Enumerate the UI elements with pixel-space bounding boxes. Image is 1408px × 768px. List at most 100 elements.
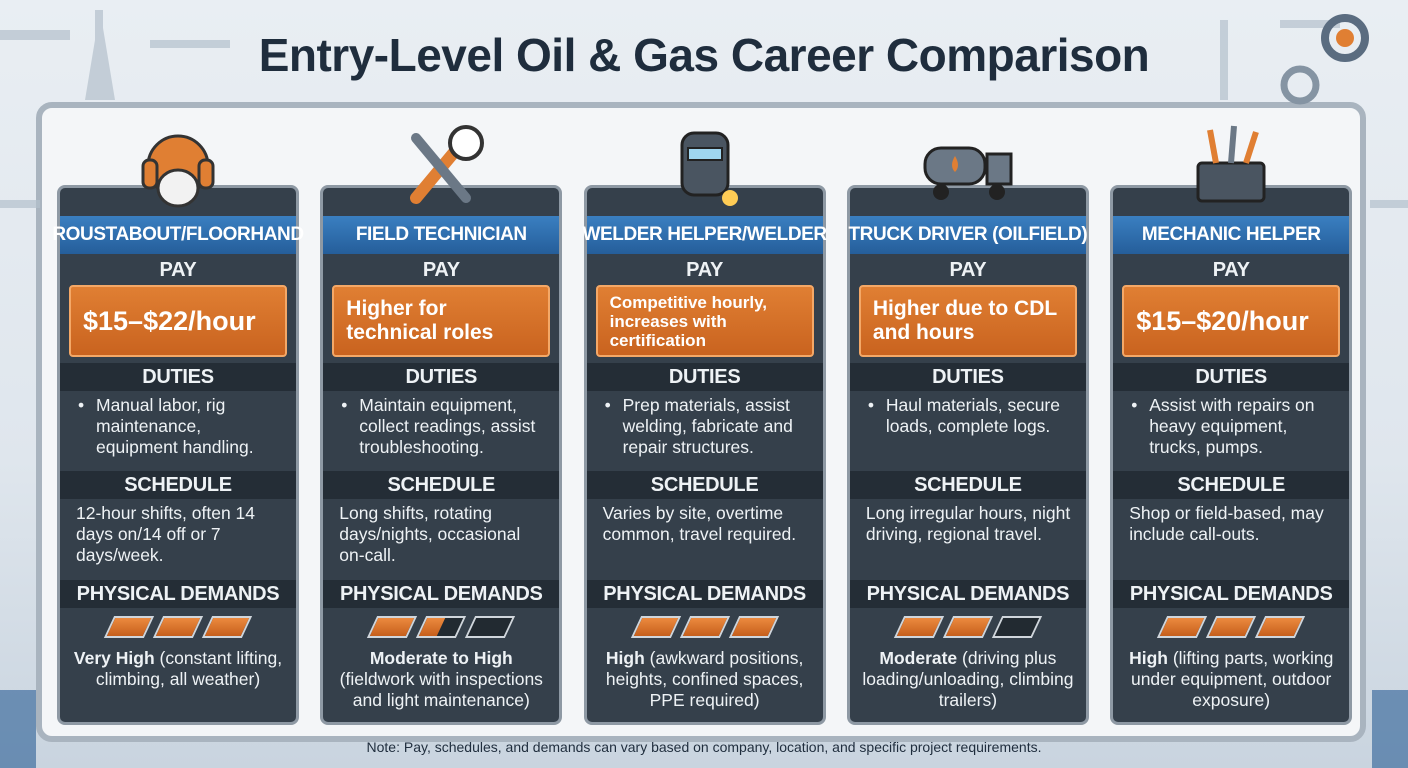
demand-slot (893, 616, 945, 638)
schedule-label: SCHEDULE (60, 471, 296, 499)
career-card: TRUCK DRIVER (OILFIELD) PAY Higher due to … (846, 185, 1089, 725)
demand-slot (630, 616, 681, 638)
demand-text: Very High (constant lifting, climbing, a… (70, 648, 286, 690)
duties-text: Assist with repairs on heavy equipment, … (1129, 395, 1337, 458)
card-title: ROUSTABOUT/FLOORHAND (52, 216, 304, 254)
demand-detail: (awkward positions, heights, confined sp… (605, 648, 804, 710)
card-title: TRUCK DRIVER (OILFIELD) (848, 216, 1088, 254)
demand-text: High (awkward positions, heights, confin… (597, 648, 813, 711)
demand-fill (731, 618, 776, 636)
career-icon (680, 131, 738, 206)
demand-fill (633, 618, 678, 636)
schedule-text: Long shifts, rotating days/nights, occas… (339, 503, 521, 565)
demand-slot (416, 616, 467, 638)
demand-slot (1206, 616, 1257, 638)
pay-label: PAY (1212, 258, 1250, 281)
demand-fill (106, 618, 152, 636)
duties-text: Prep materials, assist welding, fabricat… (603, 395, 811, 458)
schedule-label: SCHEDULE (586, 471, 823, 499)
career-icon (923, 146, 1013, 200)
schedule-text: Long irregular hours, night driving, reg… (865, 503, 1071, 544)
demand-fill (468, 618, 477, 636)
demand-text: Moderate (driving plus loading/unloading… (860, 648, 1076, 711)
demand-slot (679, 616, 730, 638)
duties-text: Manual labor, rig maintenance, equipment… (76, 395, 284, 458)
card-title: WELDER HELPER/WELDER (582, 216, 827, 254)
demand-rating (850, 616, 1086, 640)
demand-fill (945, 618, 991, 636)
note: Note: Pay, schedules, and demands can va… (366, 739, 1042, 755)
demand-level: High (605, 648, 645, 668)
schedule-label: SCHEDULE (1113, 471, 1350, 499)
demand-text: High (lifting parts, working under equip… (1123, 648, 1339, 711)
demand-fill (204, 618, 250, 636)
pay-label: PAY (949, 258, 987, 281)
duties-label: DUTIES (60, 363, 296, 391)
demand-fill (1208, 618, 1254, 636)
demands-label: PHYSICAL DEMANDS (60, 580, 296, 608)
demand-slot (103, 616, 155, 638)
card-title: FIELD TECHNICIAN (323, 216, 560, 254)
demand-fill (419, 618, 446, 636)
pay-value: Higher due to CDL and hours (858, 285, 1077, 357)
career-card: FIELD TECHNICIAN PAY Higher for technical … (320, 185, 563, 725)
demand-rating (60, 616, 296, 640)
schedule-label: SCHEDULE (849, 471, 1086, 499)
demand-slot (465, 616, 516, 638)
demand-slot (991, 616, 1043, 638)
demands-label: PHYSICAL DEMANDS (323, 580, 560, 608)
demand-fill (896, 618, 942, 636)
demand-detail: (lifting parts, working under equipment,… (1130, 648, 1334, 710)
pay-value: $15–$22/hour (69, 285, 287, 357)
demand-detail: (fieldwork with inspections and light ma… (339, 669, 543, 710)
card-title: MECHANIC HELPER (1113, 216, 1350, 254)
demand-detail: (driving plus loading/unloading, climbin… (862, 648, 1074, 710)
demand-fill (994, 618, 1004, 636)
pay-label: PAY (686, 258, 724, 281)
duties-label: DUTIES (849, 363, 1086, 391)
demand-slot (152, 616, 204, 638)
demand-fill (682, 618, 727, 636)
demand-slot (1157, 616, 1208, 638)
career-icon (141, 134, 215, 208)
schedule-text: 12-hour shifts, often 14 days on/14 off … (76, 503, 255, 565)
career-icon (1196, 125, 1266, 203)
demand-rating (587, 616, 823, 640)
demand-level: Very High (73, 648, 155, 668)
career-card: WELDER HELPER/WELDER PAY Competitive hourl… (582, 185, 827, 725)
schedule-text: Varies by site, overtime common, travel … (602, 503, 797, 544)
demand-slot (1255, 616, 1306, 638)
schedule-text: Shop or field-based, may include call-ou… (1129, 503, 1324, 544)
demand-rating (1113, 616, 1349, 640)
demand-level: High (1129, 648, 1168, 668)
demand-fill (155, 618, 201, 636)
demand-slot (201, 616, 253, 638)
schedule-label: SCHEDULE (323, 471, 560, 499)
demand-slot (367, 616, 418, 638)
demand-fill (370, 618, 415, 636)
career-icon (410, 125, 485, 204)
career-card: MECHANIC HELPER PAY $15–$20/hour DUTIES Assi… (1110, 185, 1353, 725)
demand-level: Moderate (879, 648, 958, 668)
pay-label: PAY (422, 258, 460, 281)
duties-text: Haul materials, secure loads, complete l… (866, 395, 1074, 437)
demand-slot (728, 616, 779, 638)
demands-label: PHYSICAL DEMANDS (1113, 580, 1350, 608)
demand-fill (1257, 618, 1303, 636)
pay-value: Higher for technical roles (332, 285, 551, 357)
demand-text: Moderate to High (fieldwork with inspect… (333, 648, 549, 711)
demand-fill (1159, 618, 1205, 636)
demand-detail: (constant lifting, climbing, all weather… (95, 648, 283, 689)
pay-value: Competitive hourly, increases with certi… (595, 285, 814, 357)
duties-label: DUTIES (323, 363, 560, 391)
duties-text: Maintain equipment, collect readings, as… (339, 395, 547, 458)
demand-rating (323, 616, 559, 640)
pay-value: $15–$20/hour (1122, 285, 1341, 357)
career-card: ROUSTABOUT/FLOORHAND PAY $15–$22/hour DUTIE… (52, 185, 304, 725)
duties-label: DUTIES (586, 363, 823, 391)
title: Entry-Level Oil & Gas Career Comparison (258, 29, 1150, 81)
demand-slot (942, 616, 994, 638)
demand-level: Moderate to High (369, 648, 513, 668)
